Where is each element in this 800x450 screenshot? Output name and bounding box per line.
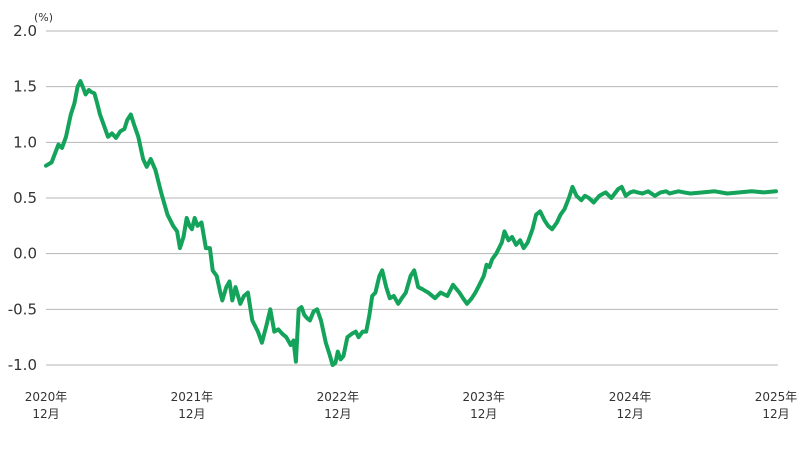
y-tick-label: 1.5: [13, 78, 37, 96]
x-tick-label-year: 2024年: [609, 390, 652, 404]
unit-label: (%): [34, 11, 53, 24]
y-tick-label: -1.0: [8, 356, 37, 374]
x-tick-label-month: 12月: [32, 407, 59, 421]
grid-lines: [46, 30, 778, 366]
x-tick-label-month: 12月: [616, 407, 643, 421]
x-tick-label-year: 2022年: [317, 390, 360, 404]
x-tick-label-month: 12月: [762, 407, 789, 421]
y-tick-label: 0.5: [13, 189, 37, 207]
x-tick-label-year: 2025年: [755, 390, 798, 404]
y-tick-label: 2.0: [13, 22, 37, 40]
x-tick-label-year: 2021年: [171, 390, 214, 404]
y-tick-label: -0.5: [8, 300, 37, 318]
x-tick-label-year: 2023年: [462, 390, 505, 404]
series-line-0: [44, 79, 778, 367]
y-tick-label: 1.0: [13, 133, 37, 151]
series-lines: [44, 79, 778, 367]
y-axis-tick-labels: 2.0 1.5 1.0 0.5 0.0 -0.5 -1.0: [8, 22, 37, 374]
x-tick-label-month: 12月: [470, 407, 497, 421]
x-tick-label-month: 12月: [178, 407, 205, 421]
x-tick-label-month: 12月: [324, 407, 351, 421]
y-tick-label: 0.0: [13, 245, 37, 263]
x-axis-tick-labels: 2020年 12月 2021年 12月 2022年 12月 2023年 12月 2024年 12月…: [25, 390, 798, 421]
x-tick-label-year: 2020年: [25, 390, 68, 404]
